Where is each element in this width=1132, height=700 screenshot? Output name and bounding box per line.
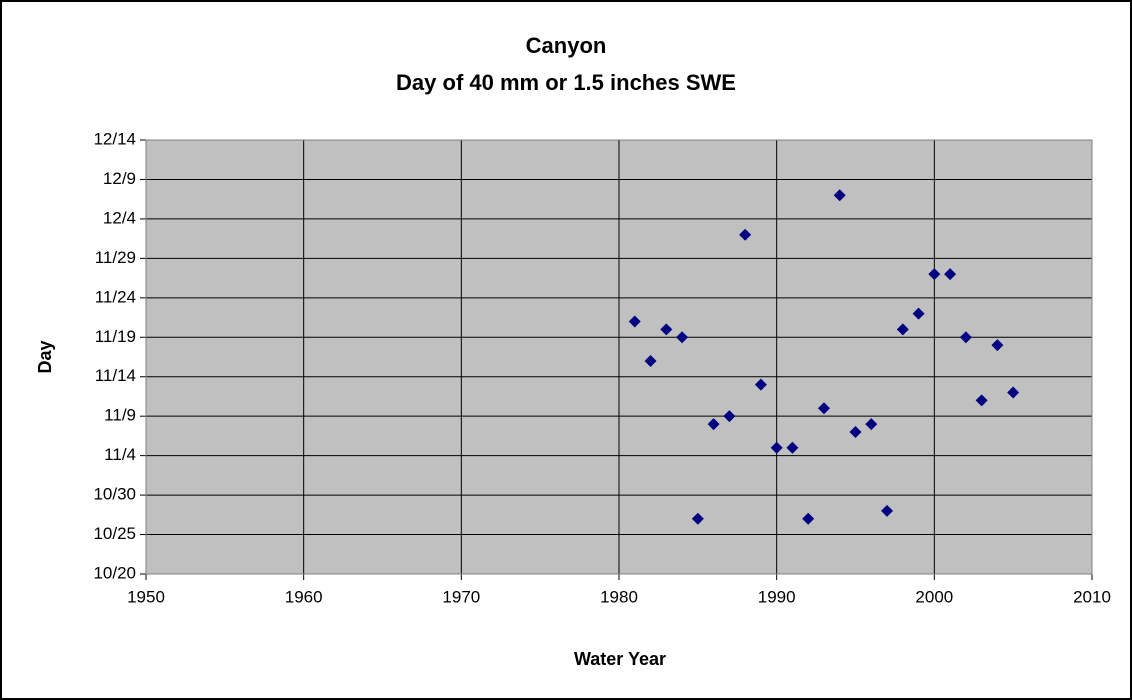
point — [928, 268, 941, 281]
point — [770, 441, 783, 454]
chart-subtitle: Day of 40 mm or 1.5 inches SWE — [396, 70, 736, 95]
x-tick-label: 2000 — [915, 587, 953, 606]
point — [896, 323, 909, 336]
point — [723, 410, 736, 423]
point — [691, 512, 704, 525]
y-tick-label: 10/20 — [93, 563, 136, 582]
x-tick-label: 1950 — [127, 587, 165, 606]
point — [849, 425, 862, 438]
point — [707, 418, 720, 431]
y-tick-label: 11/9 — [104, 406, 136, 425]
point — [959, 331, 972, 344]
x-tick-label: 1970 — [442, 587, 480, 606]
point — [833, 189, 846, 202]
point — [944, 268, 957, 281]
y-tick-label: 11/4 — [104, 445, 136, 464]
plot-border — [145, 139, 1093, 575]
point — [991, 339, 1004, 352]
point — [739, 228, 752, 241]
point — [676, 331, 689, 344]
x-axis-label: Water Year — [574, 649, 666, 669]
point — [644, 354, 657, 367]
y-tick-label: 10/30 — [93, 485, 136, 504]
y-tick-label: 10/25 — [93, 524, 136, 543]
y-axis-label: Day — [35, 340, 55, 373]
point — [817, 402, 830, 415]
y-tick-label: 11/29 — [95, 248, 136, 267]
y-tick-label: 11/14 — [95, 366, 136, 385]
point — [628, 315, 641, 328]
x-tick-label: 1990 — [758, 587, 796, 606]
y-tick-label: 12/9 — [103, 169, 136, 188]
y-tick-label: 12/14 — [93, 129, 136, 148]
chart-title: Canyon — [526, 33, 607, 58]
point — [1007, 386, 1020, 399]
y-tick-label: 11/24 — [95, 287, 136, 306]
point — [754, 378, 767, 391]
x-tick-label: 1980 — [600, 587, 638, 606]
y-tick-label: 11/19 — [95, 327, 136, 346]
point — [660, 323, 673, 336]
point — [912, 307, 925, 320]
point — [975, 394, 988, 407]
x-tick-label: 2010 — [1073, 587, 1111, 606]
point — [802, 512, 815, 525]
y-tick-label: 12/4 — [103, 208, 136, 227]
point — [881, 504, 894, 517]
x-tick-label: 1960 — [285, 587, 323, 606]
point — [786, 441, 799, 454]
point — [865, 418, 878, 431]
